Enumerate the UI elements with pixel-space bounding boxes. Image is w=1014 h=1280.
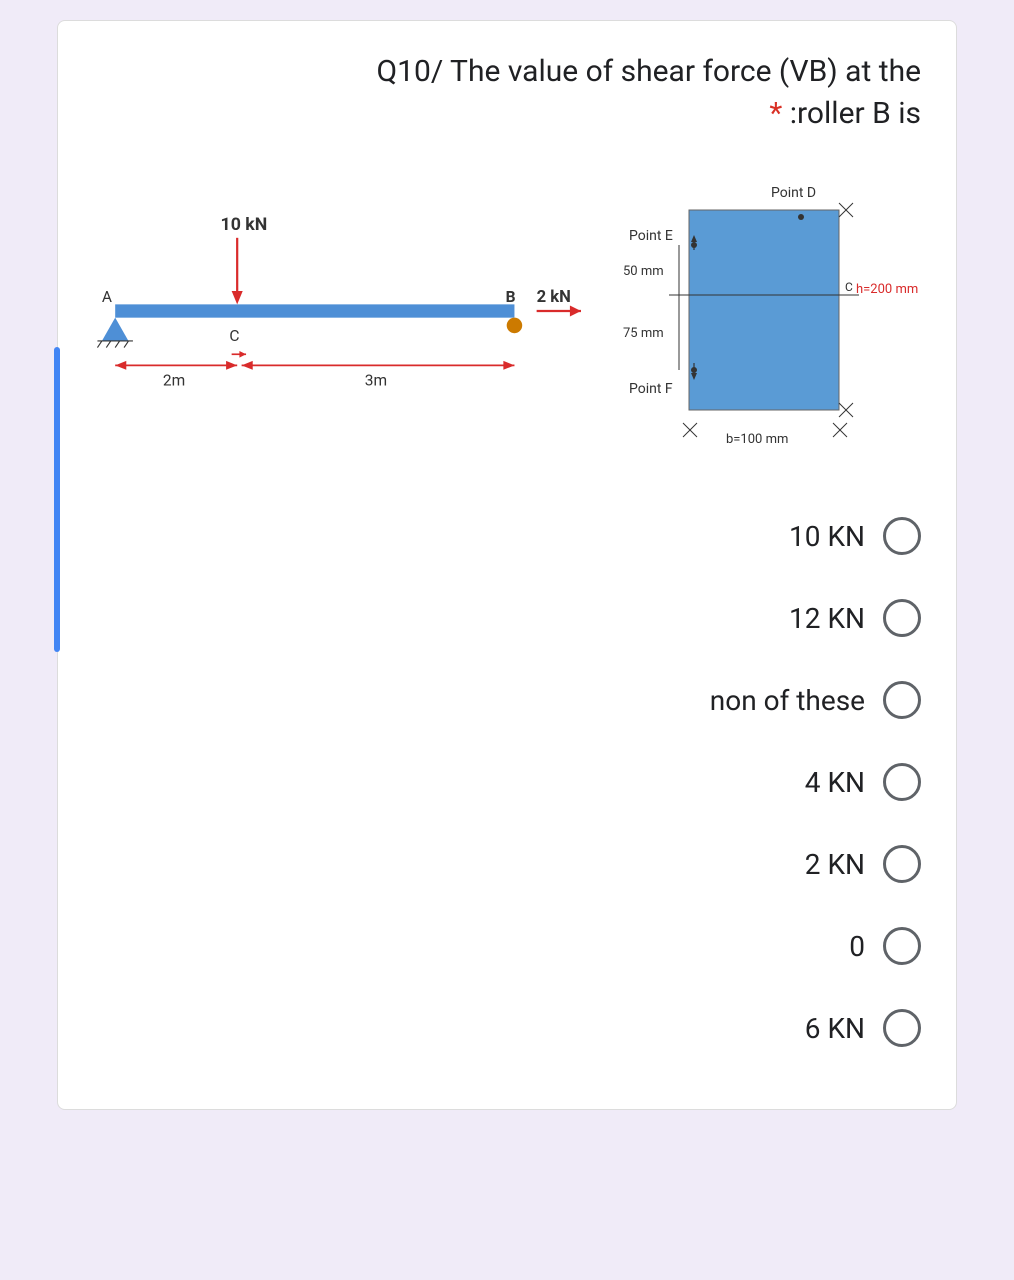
radio-icon[interactable] (883, 845, 921, 883)
radio-icon[interactable] (883, 681, 921, 719)
pin-support-a (102, 318, 129, 341)
option-label: 6 KN (805, 1012, 865, 1045)
centroid-c: C (845, 280, 853, 294)
radio-icon[interactable] (883, 927, 921, 965)
option-row[interactable]: 2 KN (93, 823, 921, 905)
dim-e: 50 mm (623, 264, 664, 279)
beam-diagram: 10 kN 2 kN A B C 2m 3m (93, 199, 581, 421)
diagram-row: 10 kN 2 kN A B C 2m 3m (93, 165, 921, 455)
axial-label: 2 kN (537, 288, 571, 307)
option-label: 12 KN (789, 602, 865, 635)
question-line1: Q10/ The value of shear force (VB) at th… (376, 54, 921, 89)
required-asterisk: * (769, 96, 782, 131)
label-b: B (506, 288, 516, 306)
label-a: A (102, 288, 112, 306)
options-list: 10 KN 12 KN non of these 4 KN 2 KN 0 6 K… (93, 495, 921, 1069)
radio-icon[interactable] (883, 1009, 921, 1047)
radio-icon[interactable] (883, 599, 921, 637)
question-title: Q10/ The value of shear force (VB) at th… (93, 51, 921, 135)
option-label: 0 (849, 930, 865, 963)
beam-body (115, 304, 514, 317)
question-line2: :roller B is (790, 96, 921, 131)
option-row[interactable]: 0 (93, 905, 921, 987)
dim-f: 75 mm (623, 326, 664, 341)
width-label: b=100 mm (726, 432, 788, 447)
question-card: Q10/ The value of shear force (VB) at th… (57, 20, 957, 1110)
section-rect (689, 210, 839, 410)
point-e: Point E (629, 228, 673, 244)
option-row[interactable]: 6 KN (93, 987, 921, 1069)
load-label: 10 kN (221, 215, 268, 235)
point-d: Point D (771, 185, 816, 201)
section-diagram: C Point D h=200 mm Point E 50 mm Point F (601, 165, 921, 455)
span1-label: 2m (163, 371, 185, 389)
label-c: C (229, 327, 239, 345)
height-label: h=200 mm (856, 282, 918, 297)
option-label: 2 KN (805, 848, 865, 881)
option-row[interactable]: 12 KN (93, 577, 921, 659)
option-label: 4 KN (805, 766, 865, 799)
radio-icon[interactable] (883, 517, 921, 555)
option-row[interactable]: 10 KN (93, 495, 921, 577)
option-row[interactable]: non of these (93, 659, 921, 741)
option-row[interactable]: 4 KN (93, 741, 921, 823)
radio-icon[interactable] (883, 763, 921, 801)
point-f: Point F (629, 381, 673, 397)
span2-label: 3m (365, 371, 387, 389)
option-label: non of these (710, 684, 865, 717)
roller-support-b (507, 318, 523, 334)
option-label: 10 KN (789, 520, 865, 553)
